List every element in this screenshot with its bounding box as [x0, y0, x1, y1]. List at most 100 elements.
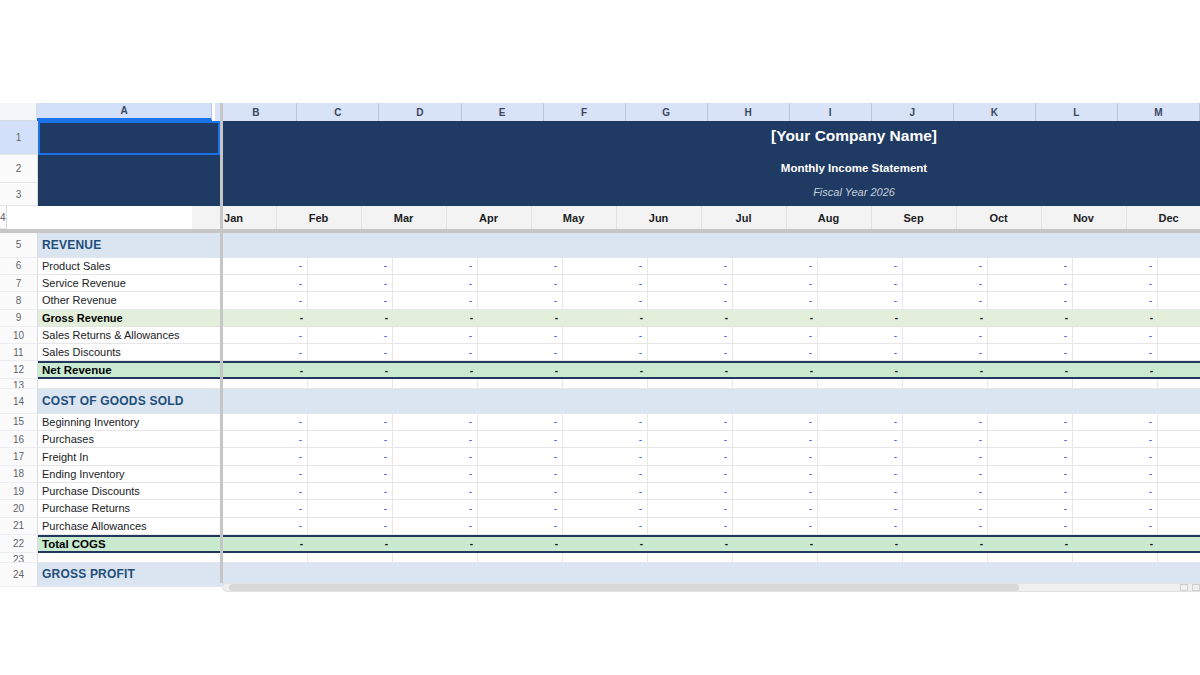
cell-E5[interactable] — [478, 233, 563, 257]
cell-B17[interactable]: - — [223, 448, 308, 464]
cell-G6[interactable]: - — [648, 258, 733, 274]
cell-L21[interactable]: - — [1073, 518, 1158, 534]
cell-G18[interactable]: - — [648, 466, 733, 482]
cell-J22[interactable]: - — [903, 537, 988, 551]
cell-H20[interactable]: - — [733, 500, 818, 516]
cell-F15[interactable]: - — [563, 414, 648, 430]
cell-E20[interactable]: - — [478, 500, 563, 516]
cell-J6[interactable]: - — [903, 258, 988, 274]
cell-I20[interactable]: - — [818, 500, 903, 516]
cell-D5[interactable] — [393, 233, 478, 257]
cell-H13[interactable] — [733, 379, 818, 388]
cell-F19[interactable]: - — [563, 483, 648, 499]
cell-K9[interactable]: - — [988, 310, 1073, 326]
cell-E16[interactable]: - — [478, 431, 563, 447]
cell-F12[interactable]: - — [563, 363, 648, 377]
row-header-21[interactable]: 21 — [0, 518, 38, 535]
cell-D23[interactable] — [393, 553, 478, 562]
cell-H8[interactable]: - — [733, 292, 818, 308]
cell-C18[interactable]: - — [308, 466, 393, 482]
cell-A14[interactable]: COST OF GOODS SOLD — [38, 389, 220, 413]
cell-K6[interactable]: - — [988, 258, 1073, 274]
cell-L9[interactable]: - — [1073, 310, 1158, 326]
cell-G23[interactable] — [648, 553, 733, 562]
cell-E14[interactable] — [478, 389, 563, 413]
cell-J10[interactable]: - — [903, 327, 988, 343]
horizontal-scrollbar-track[interactable] — [222, 583, 1200, 592]
column-header-F[interactable]: F — [544, 103, 626, 121]
cell-F16[interactable]: - — [563, 431, 648, 447]
cell-K21[interactable]: - — [988, 518, 1073, 534]
cell-D14[interactable] — [393, 389, 478, 413]
cell-K18[interactable]: - — [988, 466, 1073, 482]
cell-G8[interactable]: - — [648, 292, 733, 308]
cell-K23[interactable] — [988, 553, 1073, 562]
cell-L5[interactable] — [1073, 233, 1158, 257]
cell-H16[interactable]: - — [733, 431, 818, 447]
row-header-1[interactable]: 1 — [0, 121, 38, 155]
row-header-17[interactable]: 17 — [0, 448, 38, 465]
row-header-22[interactable]: 22 — [0, 535, 38, 553]
cell-B23[interactable] — [223, 553, 308, 562]
cell-M9[interactable]: - — [1158, 310, 1200, 326]
cell-E21[interactable]: - — [478, 518, 563, 534]
cell-K20[interactable]: - — [988, 500, 1073, 516]
cell-B15[interactable]: - — [223, 414, 308, 430]
cell-D18[interactable]: - — [393, 466, 478, 482]
cell-E6[interactable]: - — [478, 258, 563, 274]
cell-A24[interactable]: GROSS PROFIT — [38, 563, 220, 587]
row-header-9[interactable]: 9 — [0, 310, 38, 327]
cell-G19[interactable]: - — [648, 483, 733, 499]
cell-I13[interactable] — [818, 379, 903, 388]
cell-M21[interactable]: - — [1158, 518, 1200, 534]
cell-M15[interactable]: - — [1158, 414, 1200, 430]
cell-I12[interactable]: - — [818, 363, 903, 377]
cell-B18[interactable]: - — [223, 466, 308, 482]
cell-G16[interactable]: - — [648, 431, 733, 447]
cell-F10[interactable]: - — [563, 327, 648, 343]
title-merged-cell[interactable]: [Your Company Name] Monthly Income State… — [223, 121, 1200, 206]
cell-I9[interactable]: - — [818, 310, 903, 326]
cell-H6[interactable]: - — [733, 258, 818, 274]
cell-J9[interactable]: - — [903, 310, 988, 326]
cell-F18[interactable]: - — [563, 466, 648, 482]
select-all-corner[interactable] — [0, 103, 37, 121]
cell-D21[interactable]: - — [393, 518, 478, 534]
row-header-13[interactable]: 13 — [0, 379, 38, 389]
cell-M17[interactable]: - — [1158, 448, 1200, 464]
cell-H18[interactable]: - — [733, 466, 818, 482]
cell-C9[interactable]: - — [308, 310, 393, 326]
cell-B14[interactable] — [223, 389, 308, 413]
cell-G21[interactable]: - — [648, 518, 733, 534]
cell-A22[interactable]: Total COGS — [38, 537, 220, 551]
cell-J16[interactable]: - — [903, 431, 988, 447]
cell-E19[interactable]: - — [478, 483, 563, 499]
cell-I19[interactable]: - — [818, 483, 903, 499]
cell-J15[interactable]: - — [903, 414, 988, 430]
cell-A5[interactable]: REVENUE — [38, 233, 220, 257]
cell-I8[interactable]: - — [818, 292, 903, 308]
column-header-M[interactable]: M — [1118, 103, 1200, 121]
cell-I21[interactable]: - — [818, 518, 903, 534]
cell-D17[interactable]: - — [393, 448, 478, 464]
cell-C11[interactable]: - — [308, 344, 393, 360]
cell-C21[interactable]: - — [308, 518, 393, 534]
scroll-right-button[interactable] — [1192, 584, 1200, 591]
cell-G5[interactable] — [648, 233, 733, 257]
cell-K12[interactable]: - — [988, 363, 1073, 377]
cell-E12[interactable]: - — [478, 363, 563, 377]
cell-M10[interactable]: - — [1158, 327, 1200, 343]
cell-I15[interactable]: - — [818, 414, 903, 430]
cell-A11[interactable]: Sales Discounts — [38, 344, 220, 360]
cell-H15[interactable]: - — [733, 414, 818, 430]
cell-J19[interactable]: - — [903, 483, 988, 499]
cell-E10[interactable]: - — [478, 327, 563, 343]
row-header-18[interactable]: 18 — [0, 466, 38, 483]
cell-M13[interactable] — [1158, 379, 1200, 388]
cell-D13[interactable] — [393, 379, 478, 388]
row-header-8[interactable]: 8 — [0, 292, 38, 309]
cell-D6[interactable]: - — [393, 258, 478, 274]
cell-B10[interactable]: - — [223, 327, 308, 343]
column-header-C[interactable]: C — [297, 103, 379, 121]
cell-F5[interactable] — [563, 233, 648, 257]
